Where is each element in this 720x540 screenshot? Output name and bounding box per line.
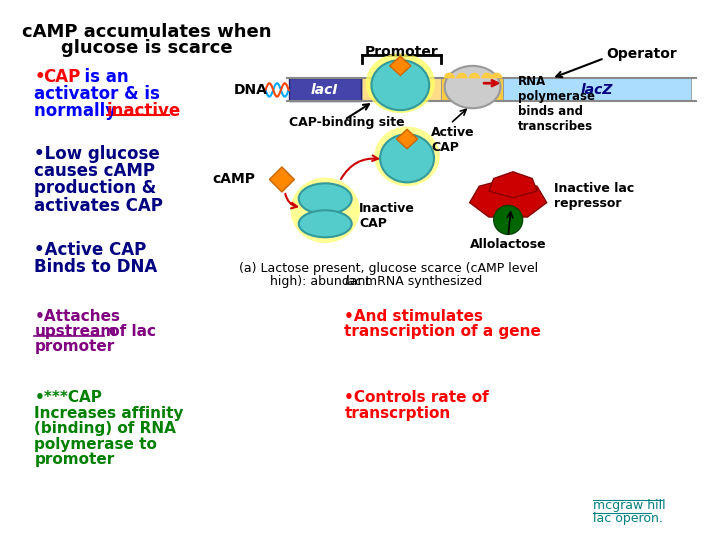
- FancyBboxPatch shape: [503, 78, 691, 102]
- Polygon shape: [269, 167, 294, 192]
- Text: mRNA synthesized: mRNA synthesized: [361, 275, 482, 288]
- Text: promoter: promoter: [35, 452, 114, 467]
- Text: •***CAP: •***CAP: [35, 390, 102, 406]
- Text: production &: production &: [35, 179, 157, 198]
- Ellipse shape: [291, 178, 360, 243]
- Text: Promoter: Promoter: [364, 45, 438, 59]
- Text: activates CAP: activates CAP: [35, 197, 163, 215]
- FancyBboxPatch shape: [441, 78, 503, 102]
- Wedge shape: [491, 72, 503, 78]
- Polygon shape: [397, 130, 418, 148]
- Text: Increases affinity: Increases affinity: [35, 406, 184, 421]
- Text: Binds to DNA: Binds to DNA: [35, 259, 158, 276]
- Ellipse shape: [366, 53, 435, 113]
- Wedge shape: [456, 72, 468, 78]
- Wedge shape: [444, 72, 455, 78]
- Text: •Active CAP: •Active CAP: [35, 241, 147, 259]
- Text: of lac: of lac: [104, 324, 156, 339]
- Text: RNA
polymerase
binds and
transcribes: RNA polymerase binds and transcribes: [518, 76, 595, 133]
- Text: high): abundant: high): abundant: [250, 275, 374, 288]
- Text: (binding) of RNA: (binding) of RNA: [35, 421, 176, 436]
- Text: mcgraw hill: mcgraw hill: [593, 499, 665, 512]
- Ellipse shape: [299, 210, 351, 237]
- Text: normally: normally: [35, 103, 122, 120]
- Text: lac: lac: [344, 275, 362, 288]
- Polygon shape: [469, 179, 546, 217]
- Text: Inactive lac
repressor: Inactive lac repressor: [554, 182, 634, 210]
- Text: transcription of a gene: transcription of a gene: [344, 324, 541, 339]
- Text: (a) Lactose present, glucose scarce (cAMP level: (a) Lactose present, glucose scarce (cAM…: [238, 262, 538, 275]
- Polygon shape: [390, 56, 411, 76]
- Circle shape: [494, 206, 523, 234]
- FancyBboxPatch shape: [289, 78, 361, 102]
- Text: cAMP accumulates when: cAMP accumulates when: [22, 23, 272, 40]
- Polygon shape: [489, 172, 537, 198]
- Text: DNA: DNA: [234, 83, 268, 97]
- Text: CAP: CAP: [43, 68, 81, 86]
- Text: transcrption: transcrption: [344, 406, 451, 421]
- Text: Inactive
CAP: Inactive CAP: [359, 202, 415, 230]
- Text: Operator: Operator: [606, 46, 677, 60]
- Text: lacZ: lacZ: [580, 83, 613, 97]
- Text: lac operon.: lac operon.: [593, 512, 663, 525]
- Text: causes cAMP: causes cAMP: [35, 162, 156, 180]
- Text: CAP-binding site: CAP-binding site: [289, 116, 404, 129]
- Text: •Low glucose: •Low glucose: [35, 145, 160, 163]
- Text: •And stimulates: •And stimulates: [344, 308, 483, 323]
- Text: Allolactose: Allolactose: [470, 238, 546, 251]
- Text: upstream: upstream: [35, 324, 117, 339]
- Text: activator & is: activator & is: [35, 85, 161, 103]
- Text: cAMP: cAMP: [213, 172, 256, 186]
- Text: •: •: [35, 68, 45, 86]
- Text: glucose is scarce: glucose is scarce: [61, 39, 233, 57]
- Ellipse shape: [299, 184, 351, 214]
- Text: polymerase to: polymerase to: [35, 436, 157, 451]
- Text: is an: is an: [73, 68, 129, 86]
- Text: •Attaches: •Attaches: [35, 308, 120, 323]
- Wedge shape: [481, 72, 492, 78]
- Text: •Controls rate of: •Controls rate of: [344, 390, 489, 406]
- Ellipse shape: [374, 126, 440, 186]
- Text: Active
CAP: Active CAP: [431, 126, 474, 153]
- Wedge shape: [469, 72, 480, 78]
- Ellipse shape: [445, 66, 500, 108]
- Ellipse shape: [372, 60, 429, 110]
- Text: inactive: inactive: [107, 103, 181, 120]
- Text: promoter: promoter: [35, 339, 114, 354]
- FancyBboxPatch shape: [361, 78, 441, 102]
- Ellipse shape: [380, 134, 434, 183]
- Text: lacI: lacI: [310, 83, 338, 97]
